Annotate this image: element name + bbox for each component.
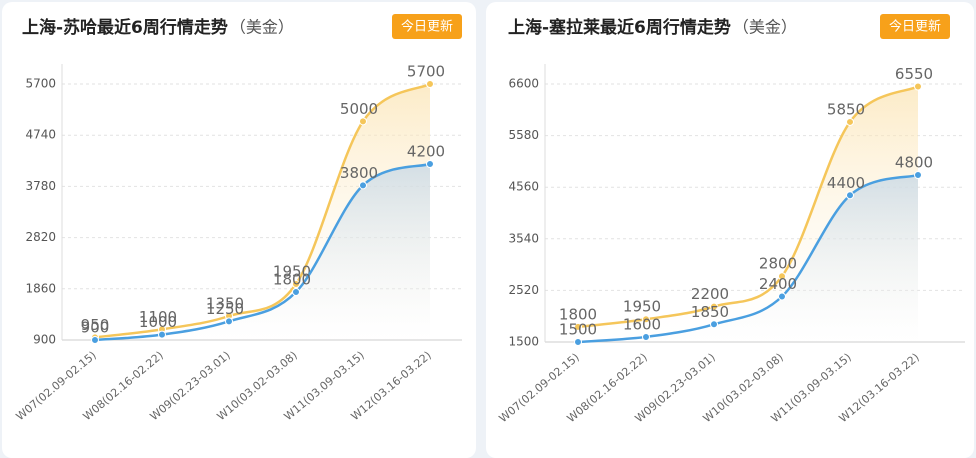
data-label: 6550 [895, 65, 933, 83]
card [2, 2, 476, 458]
point [91, 336, 99, 344]
y-tick-label: 3780 [25, 179, 56, 193]
data-label: 1100 [139, 308, 177, 326]
point [778, 272, 786, 281]
y-tick-label: 5700 [25, 77, 56, 91]
point [846, 191, 854, 200]
point [778, 292, 786, 301]
data-label: 3800 [340, 164, 378, 182]
update-button[interactable] [880, 14, 950, 39]
data-label: 5700 [407, 63, 445, 81]
chart-title: 上海-苏哈最近6周行情走势 [22, 17, 228, 38]
data-label: 1800 [273, 271, 311, 289]
chart-subtitle: （美金） [733, 18, 797, 37]
point [914, 171, 922, 180]
point [359, 181, 367, 190]
y-tick-label: 2820 [25, 230, 56, 244]
y-tick-label: 5580 [508, 128, 539, 142]
chart-title: 上海-塞拉莱最近6周行情走势 [508, 17, 731, 38]
point [710, 302, 718, 311]
data-label: 2800 [759, 255, 797, 273]
data-label: 950 [81, 316, 110, 334]
data-label: 5850 [827, 100, 865, 118]
point [574, 338, 582, 346]
update-button-label[interactable]: 今日更新 [401, 19, 453, 35]
point [914, 82, 922, 91]
data-label: 1850 [691, 303, 729, 321]
point [642, 332, 650, 341]
data-label: 4800 [895, 154, 933, 172]
data-label: 1350 [206, 295, 244, 313]
data-label: 1800 [559, 305, 597, 323]
point [158, 330, 166, 339]
data-label: 1000 [139, 313, 177, 331]
chart-subtitle: （美金） [230, 18, 294, 37]
data-label: 2200 [691, 285, 729, 303]
data-label: 1250 [206, 300, 244, 318]
data-label: 1500 [559, 321, 597, 339]
point [426, 80, 434, 88]
y-tick-label: 1500 [508, 335, 539, 349]
point [574, 322, 582, 331]
data-label: 4400 [827, 174, 865, 192]
point [225, 317, 233, 326]
point [359, 117, 367, 126]
point [292, 280, 300, 288]
data-label: 2400 [759, 275, 797, 293]
card [486, 2, 974, 458]
point [846, 117, 854, 126]
data-label: 5000 [340, 100, 378, 118]
update-button[interactable] [392, 14, 462, 39]
data-label: 1950 [273, 263, 311, 281]
point [710, 320, 718, 329]
update-button-label[interactable]: 今日更新 [889, 19, 941, 35]
y-tick-label: 2520 [508, 283, 539, 297]
point [426, 160, 434, 168]
data-label: 4200 [407, 143, 445, 161]
data-label: 900 [81, 319, 110, 337]
y-tick-label: 4740 [25, 128, 56, 142]
y-tick-label: 3540 [508, 231, 539, 245]
y-tick-label: 6600 [508, 77, 539, 91]
point [292, 288, 300, 296]
y-tick-label: 1860 [25, 281, 56, 295]
y-tick-label: 4560 [508, 180, 539, 194]
point [642, 315, 650, 324]
y-tick-label: 900 [33, 333, 56, 347]
data-label: 1950 [623, 298, 661, 316]
data-label: 1600 [623, 315, 661, 333]
